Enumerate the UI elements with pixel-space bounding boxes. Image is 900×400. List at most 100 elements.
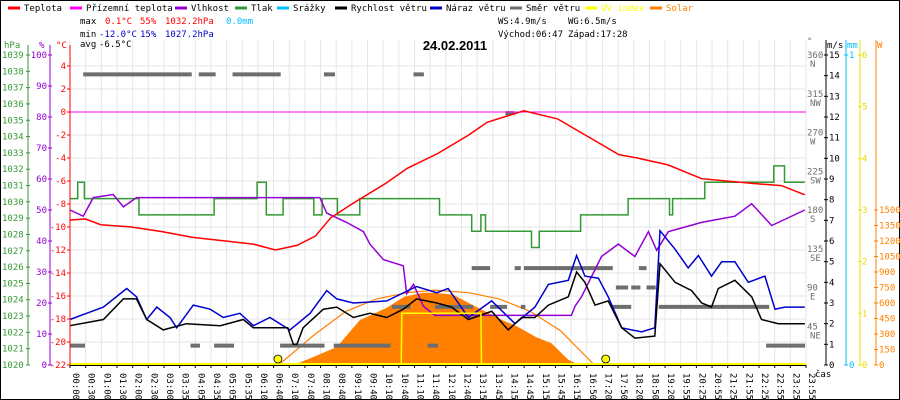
x-tick-label: 17:50 bbox=[618, 373, 628, 400]
legend-label: Náraz větru bbox=[446, 4, 506, 14]
pressure-tick-label: 1020 bbox=[2, 361, 24, 371]
legend-label: UV index bbox=[601, 4, 645, 14]
humidity-tick-label: 100 bbox=[31, 51, 47, 61]
temperature-tick-label: -18 bbox=[50, 315, 66, 325]
x-tick-label: 23:25 bbox=[790, 373, 800, 400]
x-tick-label: 02:30 bbox=[148, 373, 158, 400]
temperature-tick-label: 2 bbox=[61, 85, 66, 95]
direction-compass-label: SW bbox=[810, 176, 821, 186]
uv-tick-label: 3 bbox=[862, 206, 867, 216]
legend-label: Solar bbox=[666, 4, 694, 14]
uv-index-line bbox=[400, 312, 483, 366]
legend-label: Vlhkost bbox=[191, 4, 229, 14]
x-tick-label: 16:50 bbox=[587, 373, 597, 400]
direction-compass-label: W bbox=[810, 138, 816, 148]
direction-tick-label: 270 bbox=[807, 129, 823, 139]
x-tick-label: 08:10 bbox=[321, 373, 331, 400]
solar-tick-label: 750 bbox=[879, 284, 895, 294]
legend-label: Tlak bbox=[251, 4, 273, 14]
stat-sunset: Západ:17:28 bbox=[568, 30, 628, 40]
x-tick-label: 15:15 bbox=[540, 373, 550, 400]
humidity-tick-label: 40 bbox=[36, 237, 47, 247]
stat-min-temp: -12.0°C bbox=[99, 30, 137, 40]
temperature-tick-label: -2 bbox=[55, 131, 66, 141]
temperature-tick-label: -16 bbox=[50, 292, 66, 302]
stat-max-label: max bbox=[80, 17, 97, 27]
x-tick-label: 19:55 bbox=[681, 373, 691, 400]
stat-avg-label: avg bbox=[80, 40, 96, 50]
x-tick-label: 09:10 bbox=[352, 373, 362, 400]
humidity-tick-label: 60 bbox=[36, 175, 47, 185]
humidity-axis-unit: % bbox=[39, 41, 45, 51]
solar-tick-label: 600 bbox=[879, 299, 895, 309]
x-tick-label: 05:05 bbox=[227, 373, 237, 400]
temperature-axis-unit: °C bbox=[56, 41, 67, 51]
pressure-axis-unit: hPa bbox=[4, 41, 20, 51]
humidity-tick-label: 30 bbox=[36, 268, 47, 278]
x-tick-label: 20:25 bbox=[696, 373, 706, 400]
stats: max 0.1°C 55% 1032.2hPa 0.0mm min -12.0°… bbox=[80, 17, 628, 50]
x-tick-label: 10:40 bbox=[399, 373, 409, 400]
legend-label: Teplota bbox=[24, 4, 62, 14]
direction-compass-label: S bbox=[810, 215, 815, 225]
direction-axis-unit: ° bbox=[807, 37, 812, 47]
temperature-tick-label: -6 bbox=[55, 177, 66, 187]
solar-tick-label: 1350 bbox=[879, 222, 900, 232]
wind-tick-label: 8 bbox=[829, 196, 834, 206]
solar-tick-label: 450 bbox=[879, 315, 895, 325]
solar-tick-label: 1500 bbox=[879, 206, 900, 216]
temperature-tick-label: -8 bbox=[55, 200, 66, 210]
direction-tick-label: 180 bbox=[807, 206, 823, 216]
stat-wg: WG:6.5m/s bbox=[568, 17, 617, 27]
legend-label: Srážky bbox=[293, 4, 326, 14]
pressure-tick-label: 1037 bbox=[2, 84, 24, 94]
direction-compass-label: NW bbox=[810, 99, 821, 109]
temperature-tick-label: 0 bbox=[61, 108, 66, 118]
x-tick-label: 20:55 bbox=[712, 373, 722, 400]
x-tick-label: 22:25 bbox=[759, 373, 769, 400]
solar-axis-unit: W bbox=[877, 41, 883, 51]
pressure-tick-label: 1030 bbox=[2, 198, 24, 208]
x-tick-label: 16:15 bbox=[571, 373, 581, 400]
solar-tick-label: 0 bbox=[879, 361, 884, 371]
x-tick-label: 14:15 bbox=[508, 373, 518, 400]
direction-tick-label: 315 bbox=[807, 90, 823, 100]
stat-avg-temp: -6.5°C bbox=[99, 40, 132, 50]
wind-axis-unit: m/s bbox=[827, 41, 843, 51]
temperature-tick-label: -14 bbox=[50, 269, 66, 279]
rain-tick-label: 1 bbox=[849, 51, 854, 61]
stat-max-temp: 0.1°C bbox=[105, 17, 132, 27]
x-tick-label: 11:10 bbox=[415, 373, 425, 400]
x-tick-label: 06:10 bbox=[258, 373, 268, 400]
x-tick-label: 17:20 bbox=[602, 373, 612, 400]
direction-tick-label: 225 bbox=[807, 167, 823, 177]
x-tick-label: 05:35 bbox=[242, 373, 252, 400]
solar-tick-label: 150 bbox=[879, 346, 895, 356]
x-tick-label: 02:00 bbox=[133, 373, 143, 400]
solar-tick-label: 300 bbox=[879, 330, 895, 340]
pressure-tick-label: 1031 bbox=[2, 182, 24, 192]
uv-tick-label: 1 bbox=[862, 309, 867, 319]
pressure-tick-label: 1039 bbox=[2, 51, 24, 61]
wind-tick-label: 3 bbox=[829, 299, 834, 309]
temperature-tick-label: -22 bbox=[50, 361, 66, 371]
x-tick-label: 03:35 bbox=[180, 373, 190, 400]
x-tick-label: 04:35 bbox=[211, 373, 221, 400]
rain-tick-label: 0 bbox=[849, 361, 854, 371]
pressure-tick-label: 1038 bbox=[2, 67, 24, 77]
x-tick-label: 23:55 bbox=[806, 373, 816, 400]
x-tick-label: 08:40 bbox=[336, 373, 346, 400]
x-tick-label: 07:40 bbox=[305, 373, 315, 400]
solar-tick-label: 900 bbox=[879, 268, 895, 278]
wind-tick-label: 2 bbox=[829, 320, 834, 330]
pressure-tick-label: 1021 bbox=[2, 345, 24, 355]
uv-tick-label: 4 bbox=[862, 154, 867, 164]
uv-tick-label: 0 bbox=[862, 361, 867, 371]
x-tick-label: 12:40 bbox=[461, 373, 471, 400]
pressure-tick-label: 1029 bbox=[2, 214, 24, 224]
pressure-tick-label: 1026 bbox=[2, 263, 24, 273]
direction-compass-label: NE bbox=[810, 331, 821, 341]
x-tick-label: 14:45 bbox=[524, 373, 534, 400]
x-tick-label: 06:40 bbox=[274, 373, 284, 400]
